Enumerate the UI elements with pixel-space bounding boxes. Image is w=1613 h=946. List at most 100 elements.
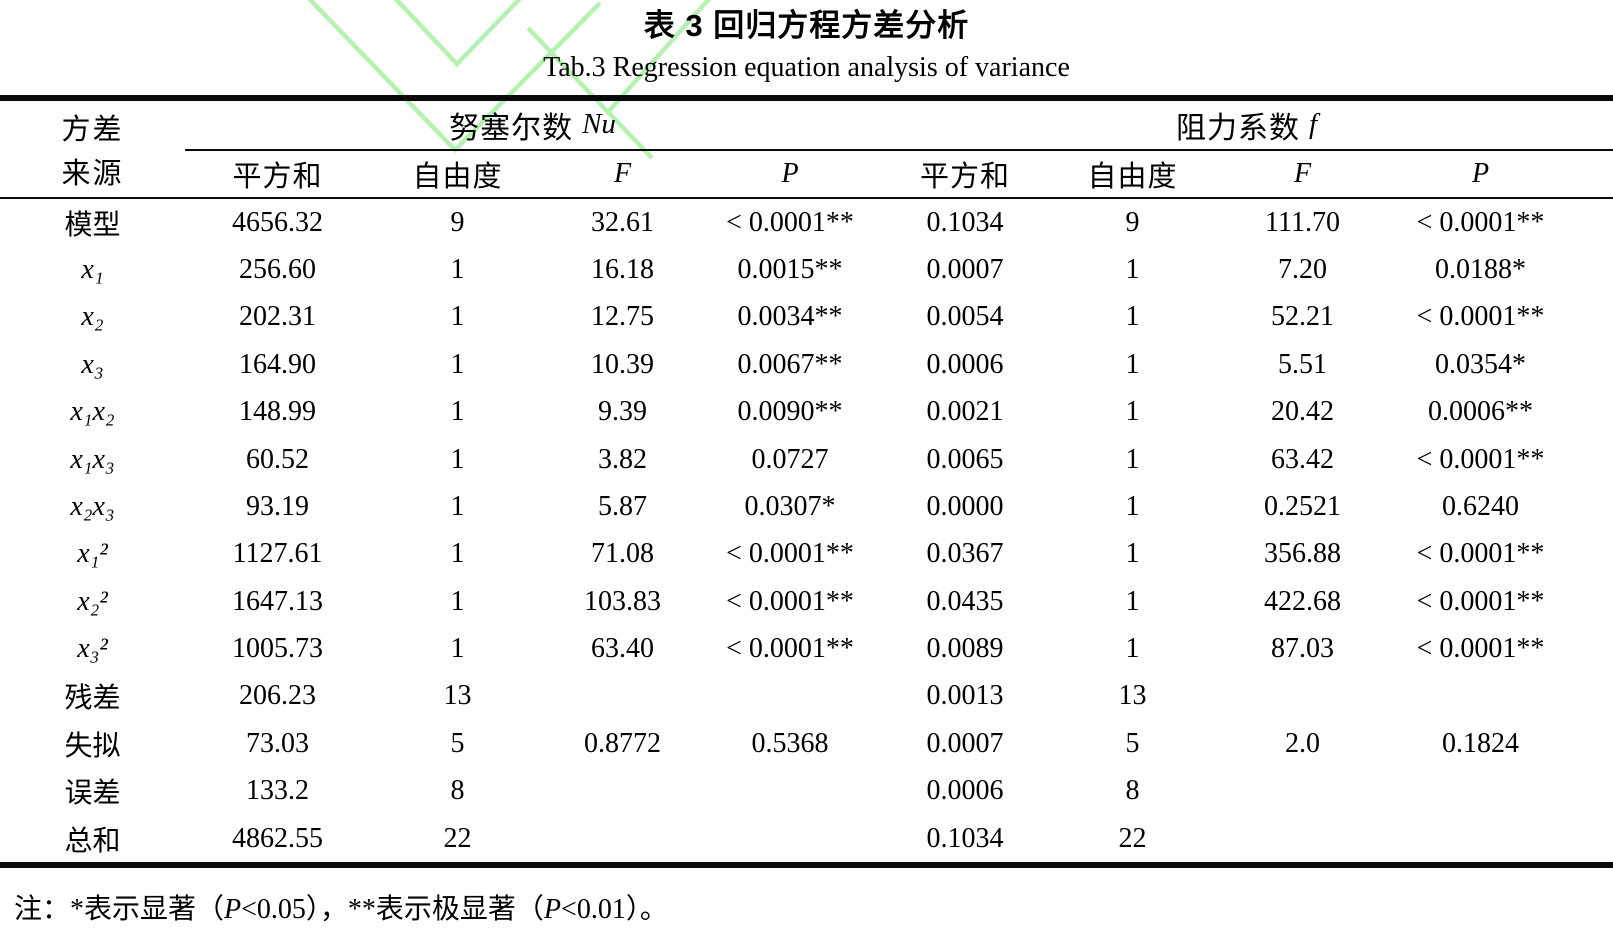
table-cell: 1005.73 — [232, 633, 323, 665]
table-cell: 0.0354* — [1435, 348, 1526, 380]
table-cell: 1 — [1125, 396, 1140, 428]
table-cell: 2.0 — [1285, 727, 1320, 759]
table-cell: 111.70 — [1265, 206, 1340, 238]
table-cell: 5.87 — [598, 490, 647, 522]
table-row: x₁² 1127.61 1 71.08 < 0.0001** 0.0367 1 356.88 <… — [0, 531, 1613, 578]
table-cell: 10.39 — [591, 348, 654, 380]
table-row: x₃² 1005.73 1 63.40 < 0.0001** 0.0089 1 87.03 < … — [0, 625, 1613, 672]
table-cell: 133.2 — [246, 775, 309, 807]
table-cell: 0.1034 — [926, 206, 1004, 238]
table-cell: 0.1824 — [1442, 727, 1519, 759]
table-row: x₁x₃ 60.52 1 3.82 0.0727 0.0065 1 63.42 < 0.0001… — [0, 436, 1613, 483]
table-cell: < 0.0001** — [726, 206, 854, 238]
footnote-p-symbol: P — [224, 894, 242, 926]
table-row: 残差 206.23 13 0.0013 13 — [0, 673, 1613, 720]
table-cell: 0.5368 — [751, 727, 829, 759]
header-nu-df: 自由度 — [412, 160, 503, 193]
table-cell: 1 — [1125, 490, 1140, 522]
table-row: x₂x₃ 93.19 1 5.87 0.0307* 0.0000 1 0.2521 0.6240 — [0, 483, 1613, 530]
table-cell: 5 — [450, 727, 465, 759]
table-cell: 87.03 — [1271, 633, 1334, 665]
table-row: 误差 133.2 8 0.0006 8 — [0, 768, 1613, 815]
table-cell: 206.23 — [239, 680, 316, 712]
table-cell: < 0.0001** — [1416, 585, 1545, 617]
footnote-p-symbol: P — [543, 894, 562, 926]
header-f-sum-of-squares: 平方和 — [919, 160, 1010, 193]
header-nu-p-value: P — [781, 157, 799, 189]
table-cell: 0.1034 — [926, 822, 1004, 854]
table-cell: 0.0021 — [926, 396, 1004, 428]
table-row: 失拟 73.03 5 0.8772 0.5368 0.0007 5 2.0 0.1824 — [0, 720, 1613, 767]
table-footnote: 注：*表示显著（P<0.05），**表示极显著（P<0.01）。 — [0, 887, 1613, 927]
table-cell: 0.0034** — [737, 301, 843, 333]
table-cell: 0.0090** — [737, 396, 843, 428]
table-cell: 71.08 — [591, 538, 654, 570]
table-cell: 13 — [443, 680, 472, 712]
table-cell: 1 — [1125, 585, 1140, 617]
table-cell: 1 — [450, 396, 465, 428]
table-cell: < 0.0001** — [1416, 633, 1545, 665]
table-cell: 63.42 — [1271, 443, 1334, 475]
table-cell: 0.0000 — [926, 490, 1004, 522]
table-cell: 1 — [1125, 633, 1140, 665]
table-cell: 1 — [450, 301, 465, 333]
table-cell: 0.0188* — [1435, 253, 1526, 285]
table-cell: 0.0007 — [926, 727, 1004, 759]
table-row: 总和 4862.55 22 0.1034 22 — [0, 815, 1613, 862]
table-cell: 0.0006** — [1428, 396, 1533, 428]
table-cell: 148.99 — [239, 396, 316, 428]
table-cell: 22 — [1118, 822, 1147, 854]
row-label: 误差 — [64, 778, 121, 810]
table-cell: 1127.61 — [232, 538, 323, 570]
table-row: x₃ 164.90 1 10.39 0.0067** 0.0006 1 5.51 0.0354* — [0, 341, 1613, 388]
table-title-english: Tab.3 Regression equation analysis of va… — [543, 52, 1070, 84]
table-cell: 256.60 — [239, 253, 316, 285]
table-cell: 0.0065 — [926, 443, 1004, 475]
row-label: x₃ — [81, 348, 104, 380]
table-cell: < 0.0001** — [1416, 538, 1545, 570]
table-cell: 1 — [450, 633, 465, 665]
footnote-text: 注：*表示显著（ — [14, 894, 225, 926]
table-cell: 9 — [1125, 206, 1140, 238]
table-cell: 1 — [450, 443, 465, 475]
table-title-chinese: 表 3 回归方程方差分析 — [643, 8, 970, 43]
group-nusselt-symbol: Nu — [582, 108, 616, 141]
table-cell: 1 — [450, 348, 465, 380]
table-cell: 0.8772 — [584, 727, 661, 759]
table-cell: 60.52 — [246, 443, 309, 475]
row-label: x₁x₂ — [70, 396, 115, 428]
table-row: x₁x₂ 148.99 1 9.39 0.0090** 0.0021 1 20.42 0.000… — [0, 388, 1613, 435]
row-label: 总和 — [64, 825, 121, 857]
table-cell: 1 — [450, 585, 465, 617]
table-cell: 5.51 — [1278, 348, 1327, 380]
table-cell: 164.90 — [239, 348, 316, 380]
table-row: x₂ 202.31 1 12.75 0.0034** 0.0054 1 52.21 < 0.00… — [0, 294, 1613, 341]
table-cell: 12.75 — [591, 301, 654, 333]
table-cell: < 0.0001** — [726, 538, 854, 570]
table-cell: 1 — [1125, 348, 1140, 380]
table-cell: 0.0013 — [926, 680, 1004, 712]
table-cell: 63.40 — [591, 633, 654, 665]
row-label: x₂ — [81, 301, 104, 333]
table-cell: 1 — [450, 253, 465, 285]
table-header: 方差 来源 努塞尔数 Nu 阻力系数 f 平方和 自由度 F P 平方和 自由度… — [0, 101, 1613, 199]
table-cell: 1 — [1125, 443, 1140, 475]
header-variance-source: 方差 来源 — [0, 101, 185, 197]
table-cell: 1 — [450, 490, 465, 522]
header-f-df: 自由度 — [1087, 160, 1178, 193]
row-label: x₁ — [81, 253, 104, 285]
table-cell: 5 — [1125, 727, 1140, 759]
table-cell: 9 — [450, 206, 465, 238]
table-cell: < 0.0001** — [726, 585, 854, 617]
table-row: x₂² 1647.13 1 103.83 < 0.0001** 0.0435 1 422.68… — [0, 578, 1613, 625]
table-cell: 73.03 — [246, 727, 309, 759]
table-cell: 8 — [450, 775, 465, 807]
table-cell: 0.0006 — [926, 775, 1004, 807]
table-cell: 0.2521 — [1264, 490, 1341, 522]
table-cell: 0.0089 — [926, 633, 1004, 665]
header-nu-sum-of-squares: 平方和 — [232, 160, 323, 193]
row-label: 失拟 — [64, 730, 121, 762]
table-cell: < 0.0001** — [726, 633, 854, 665]
table-cell: 9.39 — [598, 396, 647, 428]
